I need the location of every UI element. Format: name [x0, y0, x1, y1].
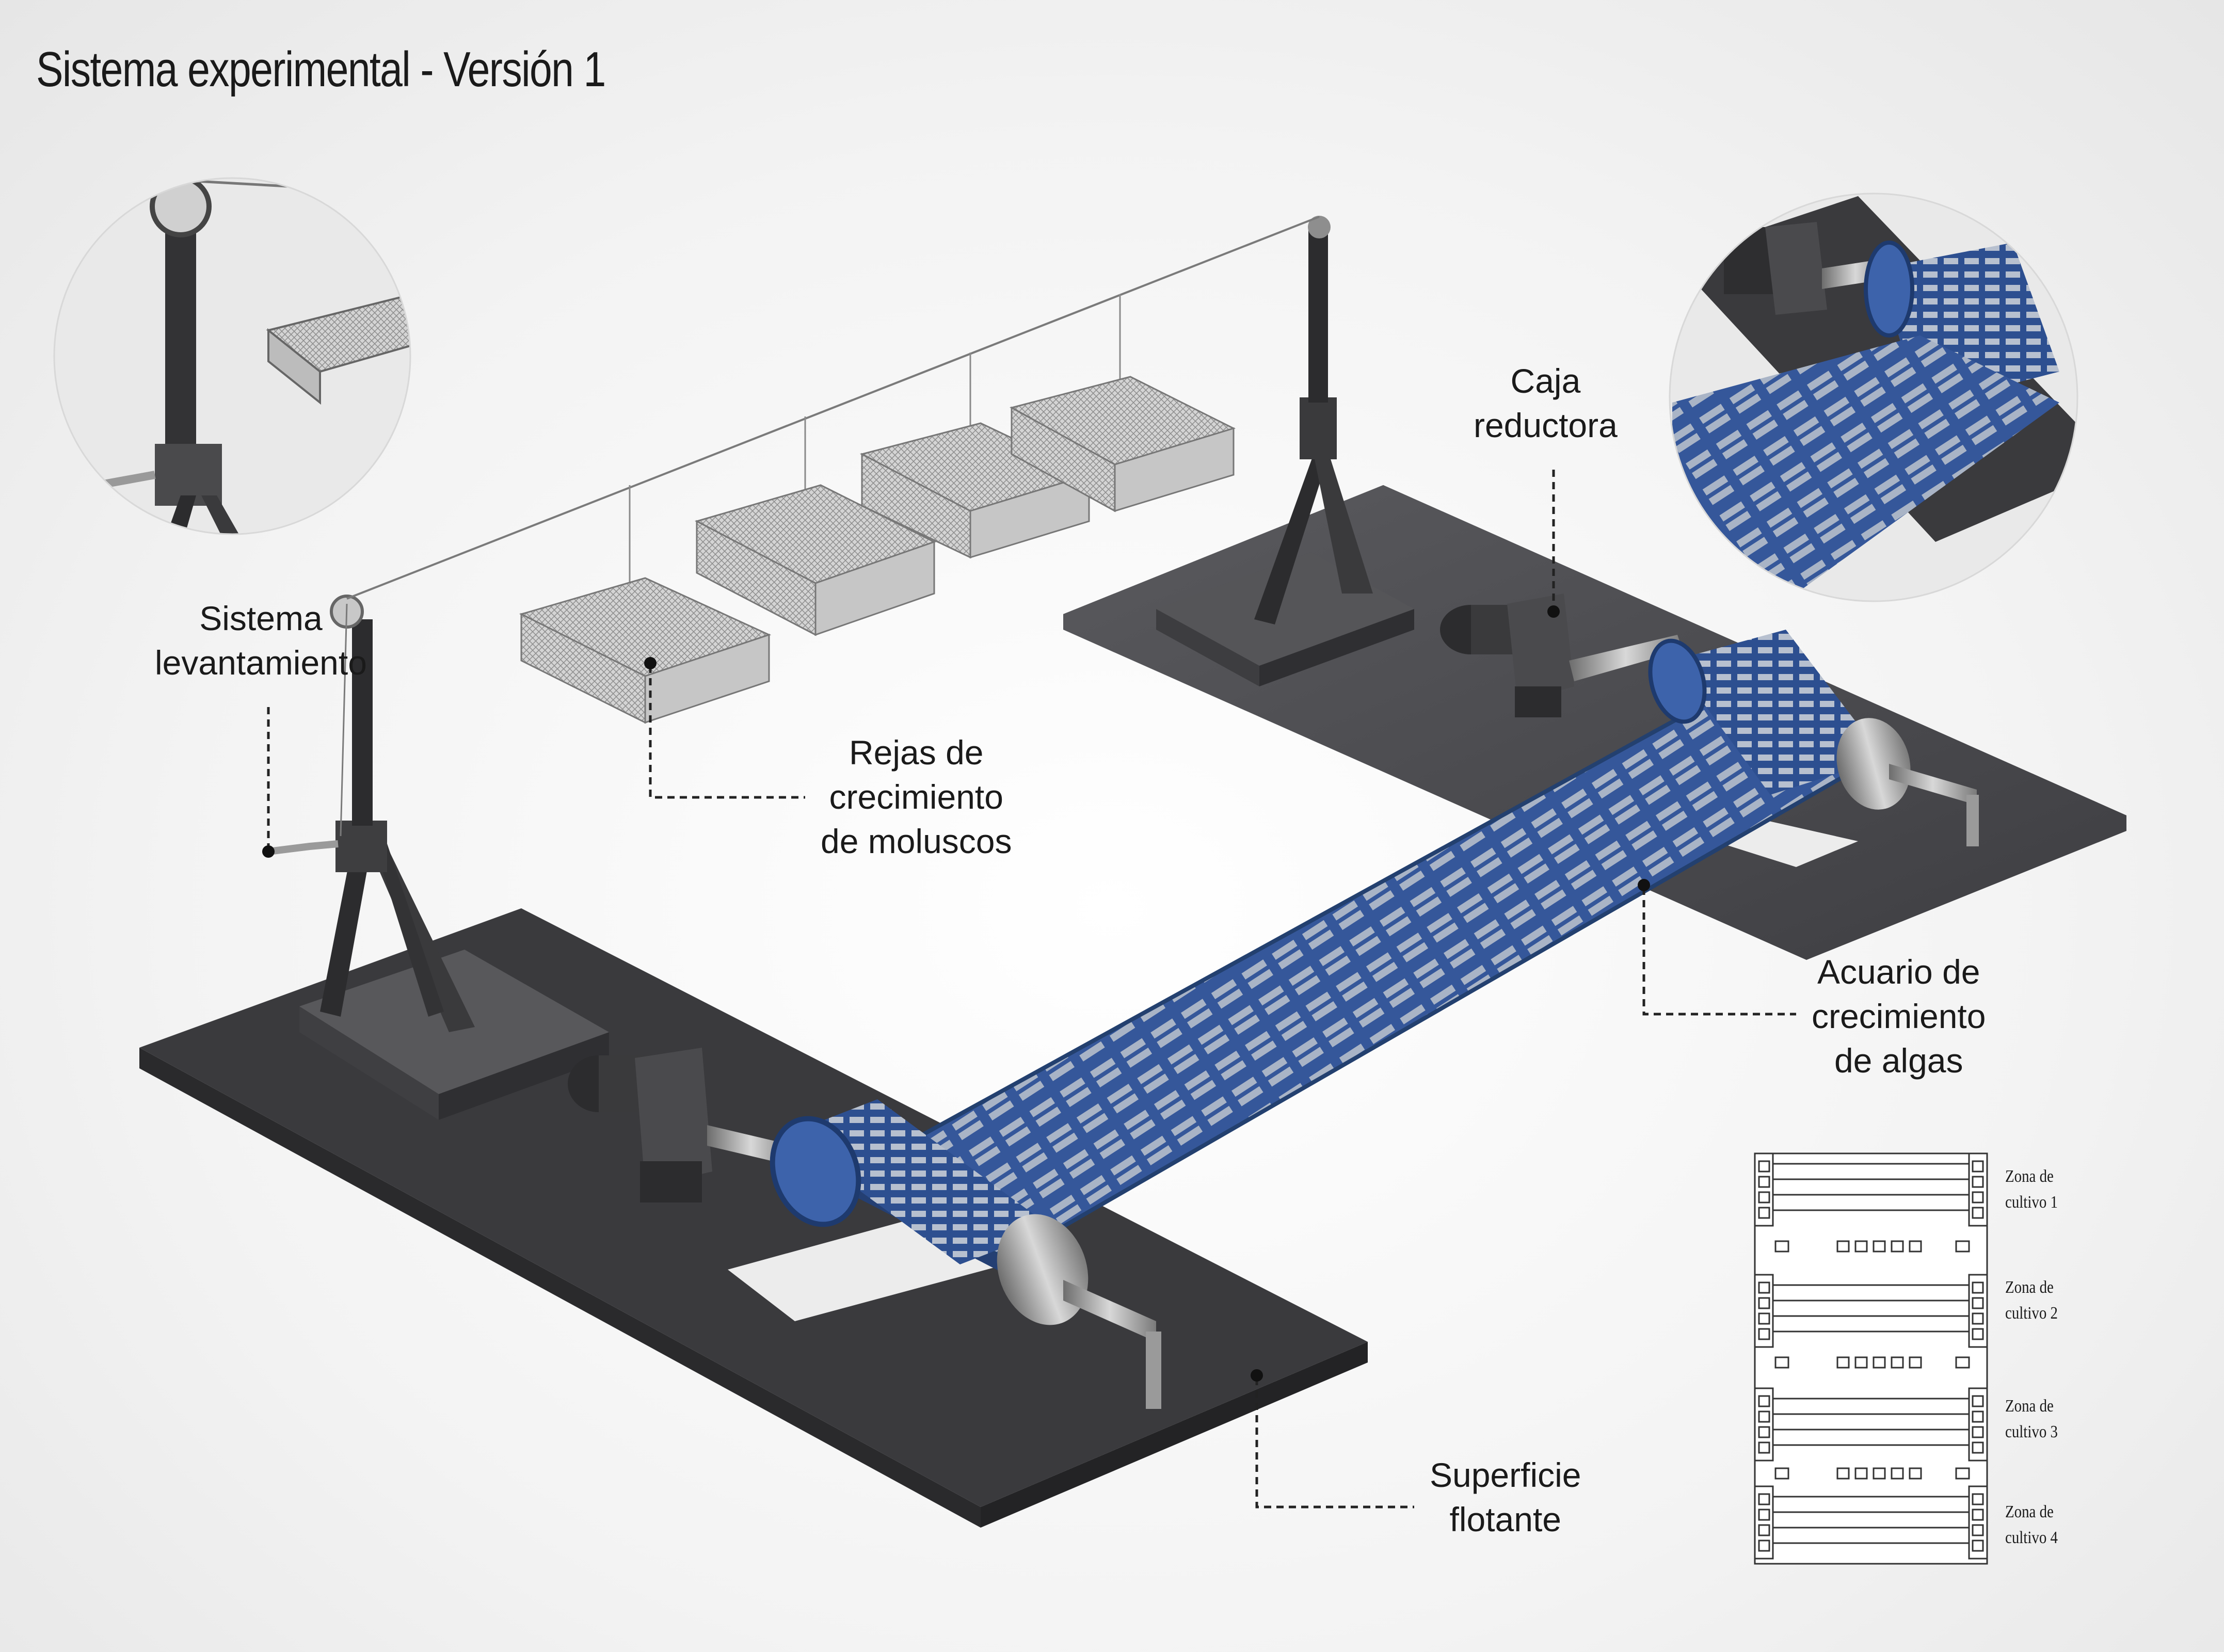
label-cages-line-1: Rejas de: [849, 733, 984, 772]
label-surface-line-1: Superficie: [1430, 1456, 1581, 1494]
label-surface-line-2: flotante: [1449, 1500, 1562, 1538]
zone-label-3: Zona de cultivo 3: [2005, 1393, 2058, 1445]
connector-1: [1774, 1240, 1970, 1253]
label-lifting-line-1: Sistema: [199, 599, 323, 637]
zone-block-2: [1754, 1274, 1988, 1348]
culture-zones-schematic: [1754, 1152, 1988, 1565]
label-gearbox-line-1: Caja: [1510, 362, 1581, 400]
zone-4-line-1: Zona de: [2005, 1502, 2054, 1521]
cage-1: [519, 577, 772, 724]
zone-label-1: Zona de cultivo 1: [2005, 1164, 2058, 1215]
leader-dots: [262, 605, 1650, 1382]
cage-4: [1009, 376, 1236, 512]
zone-2-line-2: cultivo 2: [2005, 1304, 2058, 1323]
label-floating-surface: Superficie flotante: [1430, 1453, 1581, 1542]
inset-roller-detail: [1669, 193, 2078, 602]
zone-1-line-2: cultivo 1: [2005, 1193, 2058, 1212]
leader-aquarium: [1642, 888, 1796, 1016]
cage-2: [694, 484, 936, 636]
leader-surface: [1255, 1378, 1414, 1509]
zone-label-2: Zona de cultivo 2: [2005, 1275, 2058, 1326]
zone-block-4: [1754, 1485, 1988, 1560]
label-gearbox: Caja reductora: [1474, 359, 1618, 447]
zone-block-1: [1754, 1152, 1988, 1227]
zone-4-line-2: cultivo 4: [2005, 1528, 2058, 1547]
zone-block-3: [1754, 1387, 1988, 1462]
connector-3: [1774, 1467, 1970, 1480]
label-algae-aquarium: Acuario de crecimiento de algas: [1812, 950, 1986, 1083]
label-cages-line-2: crecimiento: [829, 778, 1003, 816]
leader-cages: [649, 666, 805, 799]
label-lifting-system: Sistema levantamiento: [155, 596, 367, 685]
right-gearbox: [1440, 594, 1683, 717]
page-title: Sistema experimental - Versión 1: [36, 42, 606, 97]
label-aquarium-line-2: crecimiento: [1812, 997, 1986, 1035]
lifting-cable: [340, 216, 1320, 837]
label-aquarium-line-1: Acuario de: [1817, 953, 1980, 991]
zone-3-line-1: Zona de: [2005, 1397, 2054, 1416]
zone-1-line-1: Zona de: [2005, 1167, 2054, 1186]
zone-3-line-2: cultivo 3: [2005, 1422, 2058, 1441]
right-roller: [1648, 630, 1979, 846]
left-mast: [268, 595, 475, 1032]
inset-lifting-detail: [53, 177, 411, 535]
leader-lines: [267, 470, 1796, 1509]
connector-2: [1774, 1356, 1970, 1369]
zone-label-4: Zona de cultivo 4: [2005, 1499, 2058, 1551]
label-aquarium-line-3: de algas: [1834, 1041, 1963, 1080]
zone-2-line-1: Zona de: [2005, 1278, 2054, 1297]
mollusc-cages: [519, 376, 1236, 724]
label-cages-line-3: de moluscos: [821, 822, 1012, 860]
label-lifting-line-2: levantamiento: [155, 644, 367, 682]
label-mollusc-cages: Rejas de crecimiento de moluscos: [821, 730, 1012, 863]
right-mast: [1254, 216, 1373, 624]
label-gearbox-line-2: reductora: [1474, 406, 1618, 444]
left-roller: [770, 1099, 1161, 1409]
left-gearbox: [568, 1048, 795, 1202]
